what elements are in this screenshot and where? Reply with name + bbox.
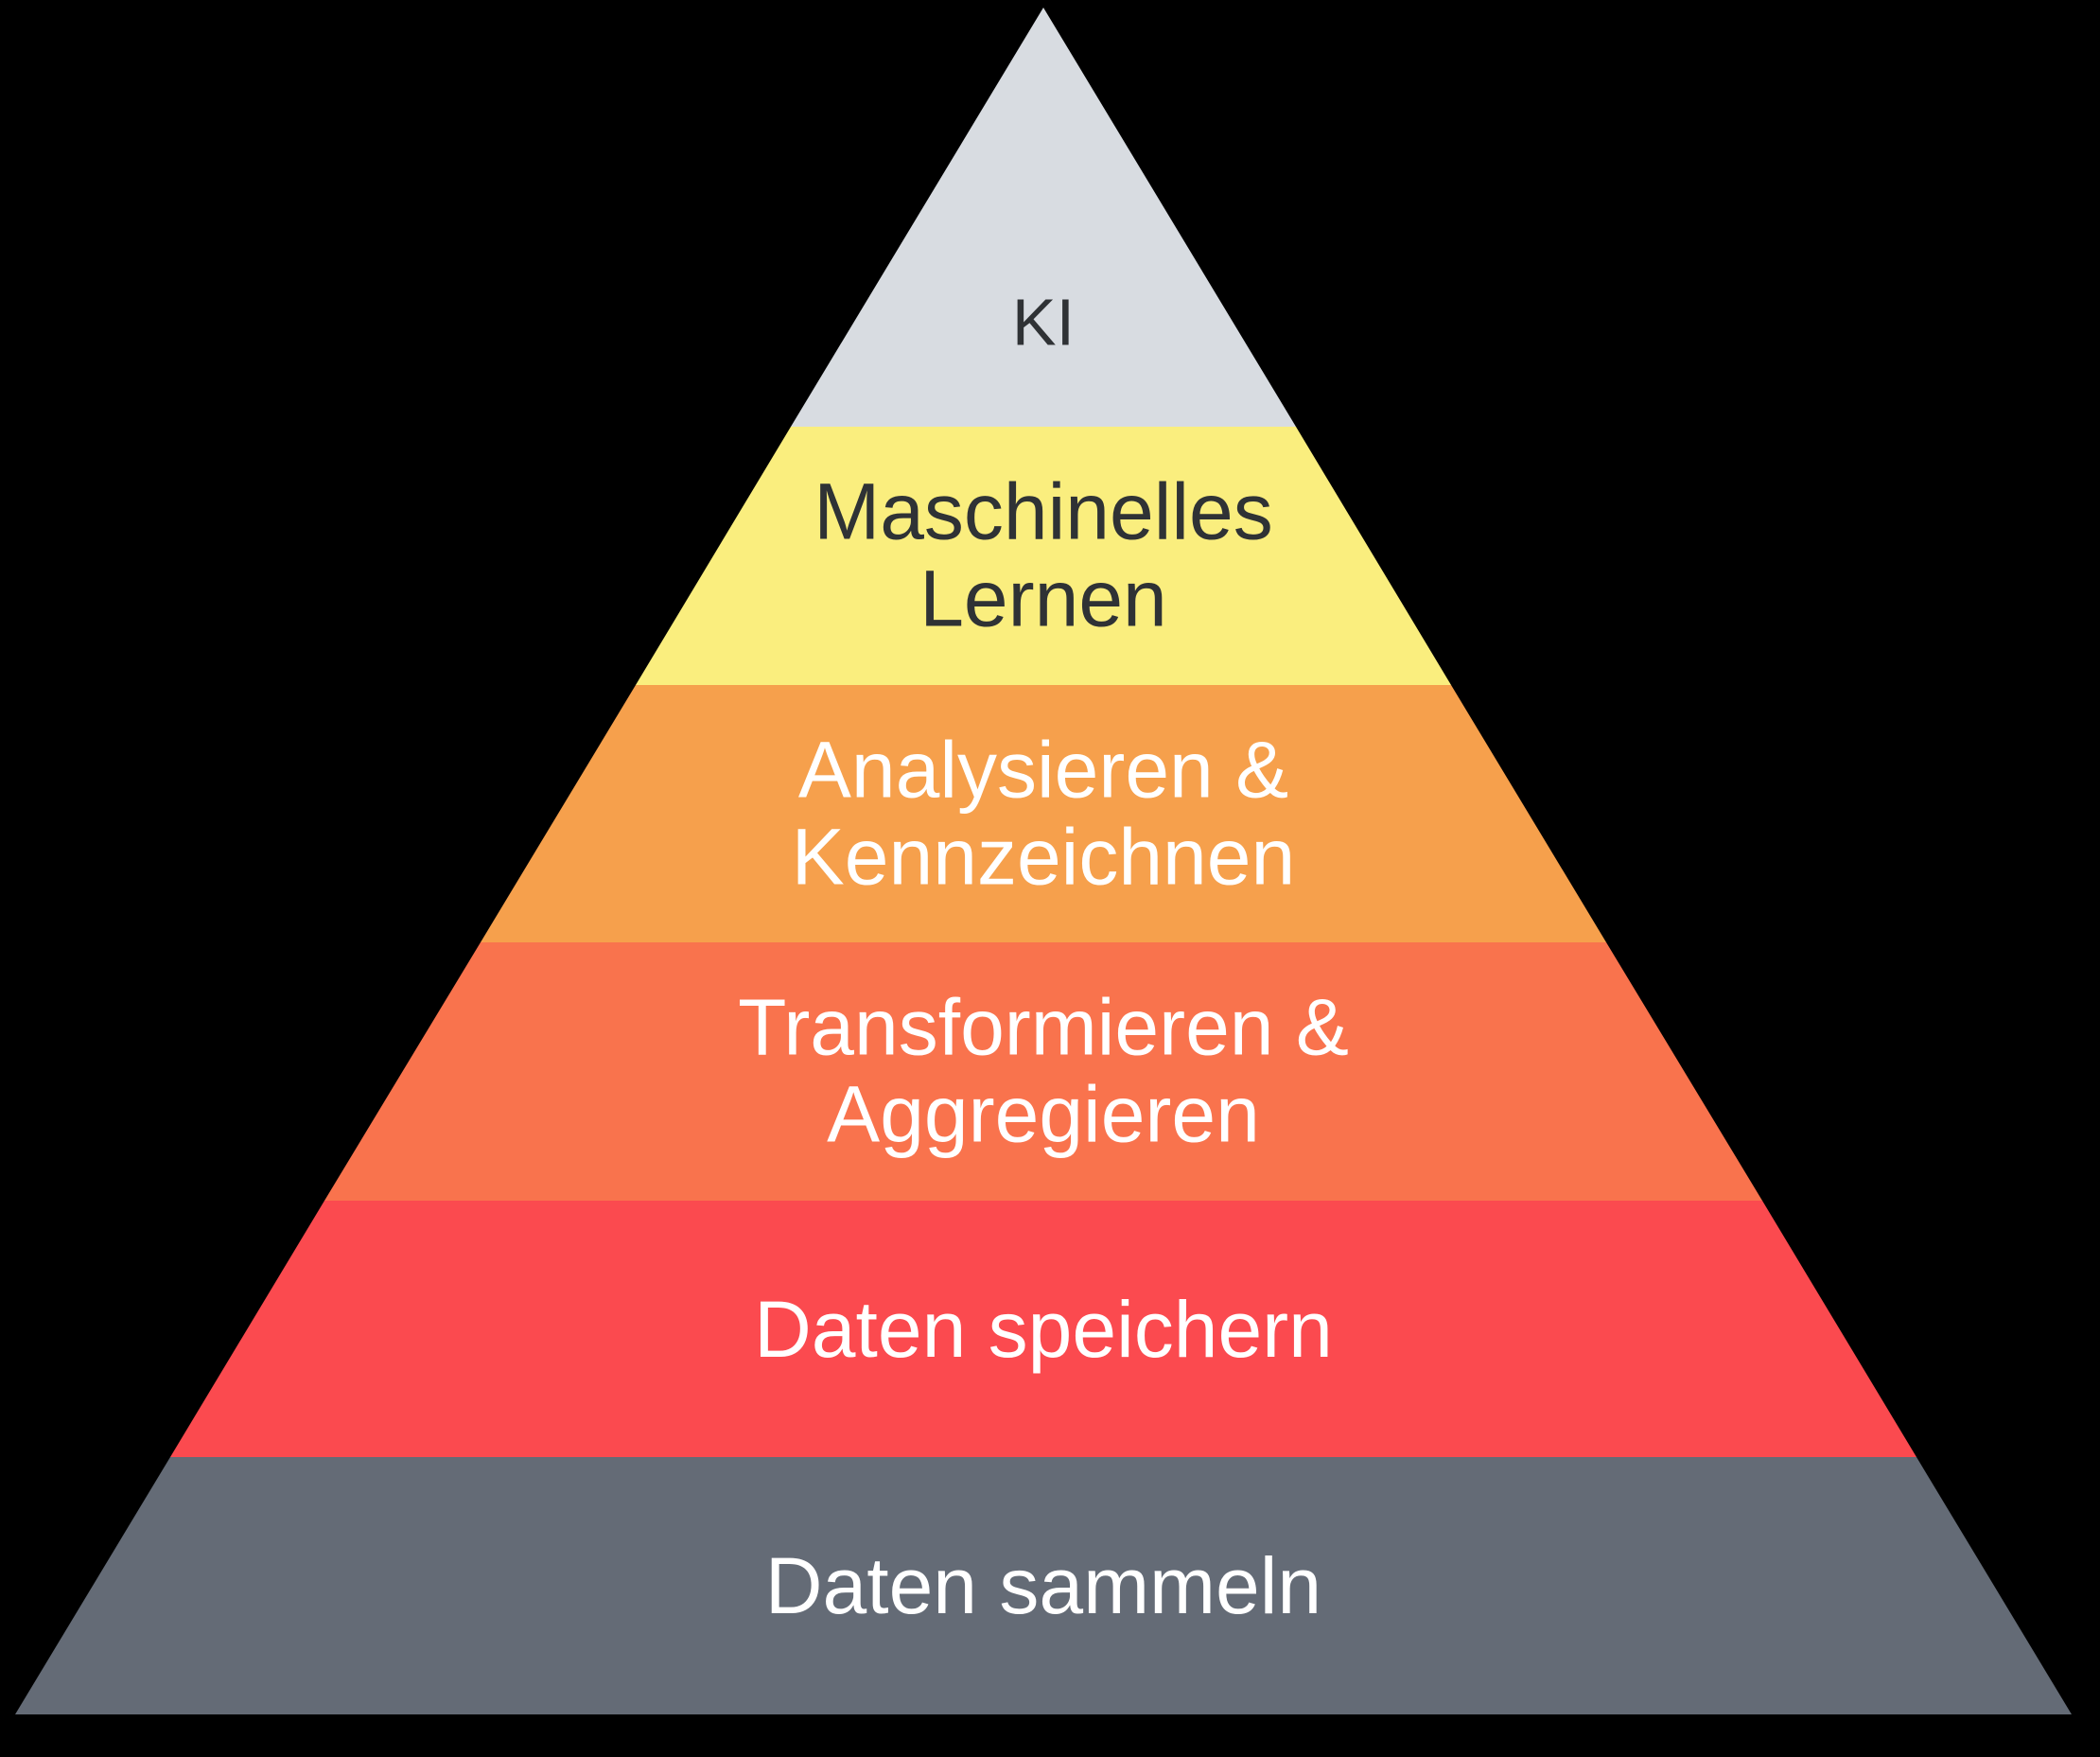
pyramid-level-analysieren-kennzeichnen xyxy=(481,685,1606,942)
level-label-line: Daten speichern xyxy=(754,1284,1333,1374)
level-label-line: Daten sammeln xyxy=(764,1540,1322,1630)
level-label-line: KI xyxy=(1011,285,1076,360)
pyramid-level-daten-sammeln xyxy=(15,1457,2072,1714)
level-label-analysieren-kennzeichnen: Analysieren & Kennzeichnen xyxy=(791,725,1296,902)
pyramid-level-daten-speichern xyxy=(170,1201,1916,1457)
level-label-ki: KI xyxy=(1011,285,1076,360)
level-label-daten-speichern: Daten speichern xyxy=(754,1284,1333,1374)
pyramid-level-ki xyxy=(791,8,1296,427)
level-label-line: Analysieren & xyxy=(797,725,1289,815)
level-label-transformieren-aggregieren: Transformieren & Aggregieren xyxy=(738,982,1349,1159)
level-label-line: Transformieren & xyxy=(738,982,1349,1072)
level-label-line: Lernen xyxy=(919,554,1167,643)
level-label-line: Kennzeichnen xyxy=(791,813,1296,902)
pyramid-level-transformieren-aggregieren xyxy=(324,942,1762,1201)
level-label-daten-sammeln: Daten sammeln xyxy=(764,1540,1322,1630)
level-label-maschinelles-lernen: Maschinelles Lernen xyxy=(814,466,1273,643)
level-label-line: Aggregieren xyxy=(827,1070,1260,1159)
pyramid-level-maschinelles-lernen xyxy=(636,427,1451,685)
level-label-line: Maschinelles xyxy=(814,466,1273,556)
